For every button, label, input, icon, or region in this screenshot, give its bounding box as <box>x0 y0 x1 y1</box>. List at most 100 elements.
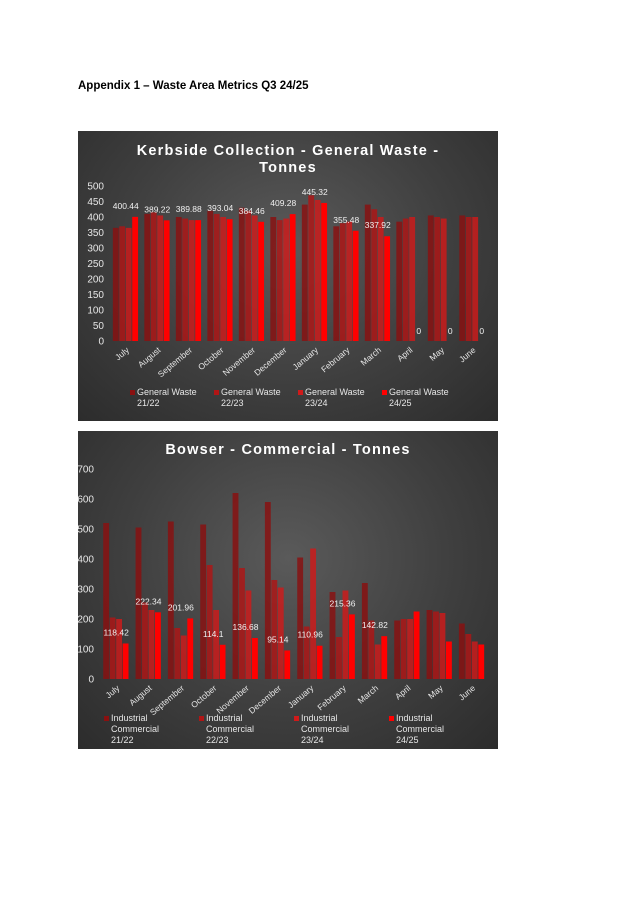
bowser-bar <box>368 620 375 679</box>
page-heading: Appendix 1 – Waste Area Metrics Q3 24/25 <box>78 80 309 92</box>
kerbside-bar <box>459 215 466 341</box>
bowser-legend-swatch <box>104 716 109 721</box>
bowser-bar <box>381 636 388 679</box>
bowser-bar <box>180 635 187 679</box>
bowser-bar <box>465 634 472 679</box>
kerbside-bar <box>352 230 359 341</box>
bowser-x-tick-label: December <box>247 683 284 716</box>
bowser-legend-label: Industrial Commercial 22/23 <box>206 713 286 746</box>
kerbside-legend-label-line: 24/25 <box>389 398 412 408</box>
bowser-data-label: 95.14 <box>267 634 289 644</box>
bowser-legend-label-line: 21/22 <box>111 735 134 745</box>
bowser-y-tick-label: 100 <box>78 645 94 656</box>
bowser-x-tick-label: February <box>315 682 348 712</box>
kerbside-y-tick-label: 150 <box>87 290 104 301</box>
bowser-legend-swatch <box>199 716 204 721</box>
bowser-data-label: 201.96 <box>168 602 194 612</box>
bowser-x-tick-label: June <box>457 683 478 703</box>
kerbside-bar <box>364 204 371 341</box>
bowser-legend-label-line: Industrial Commercial <box>396 713 445 734</box>
bowser-bar <box>310 548 317 679</box>
bowser-legend-label-line: 22/23 <box>206 735 229 745</box>
kerbside-bar <box>396 221 403 341</box>
kerbside-bar <box>238 207 245 341</box>
kerbside-bar <box>465 217 472 341</box>
kerbside-data-label: 0 <box>479 326 484 336</box>
kerbside-bar <box>251 215 258 341</box>
kerbside-x-tick-label: January <box>290 344 320 372</box>
bowser-data-label: 142.82 <box>362 620 388 630</box>
bowser-bar <box>445 641 452 679</box>
kerbside-data-label: 384.46 <box>239 206 265 216</box>
kerbside-legend-label-line: 23/24 <box>305 398 328 408</box>
kerbside-bar <box>427 215 434 341</box>
bowser-bar <box>400 619 407 679</box>
bowser-bar <box>316 645 323 679</box>
kerbside-y-tick-label: 250 <box>87 259 104 270</box>
bowser-legend-swatch <box>389 716 394 721</box>
bowser-chart-title: Bowser - Commercial - Tonnes <box>165 442 411 458</box>
bowser-x-tick-label: August <box>127 682 154 707</box>
kerbside-bar <box>308 195 315 341</box>
bowser-bar <box>200 524 207 679</box>
kerbside-data-label: 409.28 <box>270 198 296 208</box>
kerbside-bar <box>226 219 233 341</box>
bowser-x-tick-label: July <box>103 682 122 700</box>
kerbside-data-label: 0 <box>416 326 421 336</box>
kerbside-legend-label: General Waste 21/22 <box>137 387 217 409</box>
bowser-y-tick-label: 400 <box>78 555 94 566</box>
bowser-x-tick-label: March <box>356 683 381 706</box>
bowser-data-label: 110.96 <box>297 630 323 640</box>
bowser-data-label: 136.68 <box>233 622 259 632</box>
bowser-bar <box>348 614 355 679</box>
kerbside-bar <box>245 210 252 341</box>
bowser-x-tick-label: May <box>426 682 445 700</box>
bowser-bar <box>245 590 252 679</box>
kerbside-bar <box>207 210 214 341</box>
kerbside-bar <box>270 217 277 341</box>
kerbside-legend-label: General Waste 23/24 <box>305 387 385 409</box>
kerbside-bar <box>314 199 321 341</box>
bowser-bar <box>336 637 342 679</box>
kerbside-data-label: 389.88 <box>176 204 202 214</box>
kerbside-bar <box>182 218 189 341</box>
kerbside-bar <box>289 214 296 341</box>
kerbside-bar <box>434 217 441 341</box>
kerbside-bar <box>258 221 265 341</box>
bowser-chart: Bowser - Commercial - Tonnes 0 100 200 300 4… <box>78 431 498 749</box>
kerbside-x-tick-label: February <box>319 344 352 374</box>
kerbside-legend-label-line: General Waste <box>305 387 365 397</box>
kerbside-x-tick-label: April <box>395 345 415 364</box>
bowser-bar <box>471 641 478 679</box>
bowser-data-label: 215.36 <box>330 598 356 608</box>
bowser-bar <box>103 523 110 679</box>
bowser-bar <box>271 580 278 679</box>
bowser-y-tick-label: 700 <box>78 465 94 476</box>
kerbside-bar <box>339 223 346 341</box>
kerbside-legend-swatch <box>382 390 387 395</box>
kerbside-bar <box>346 221 353 341</box>
kerbside-legend-label: General Waste 24/25 <box>389 387 469 409</box>
bowser-bar <box>277 587 284 679</box>
bowser-bar <box>154 612 161 679</box>
bowser-bar <box>232 493 239 679</box>
kerbside-bar <box>371 209 378 341</box>
bowser-bar <box>148 610 155 679</box>
kerbside-legend-label-line: General Waste <box>221 387 281 397</box>
bowser-bar <box>239 568 245 679</box>
bowser-bar <box>361 583 368 679</box>
kerbside-chart-title-line2: Tonnes <box>259 160 317 176</box>
bowser-bar <box>374 644 381 679</box>
bowser-bar <box>142 602 148 679</box>
kerbside-data-label: 445.32 <box>302 187 328 197</box>
kerbside-x-tick-label: September <box>156 345 194 379</box>
kerbside-chart-title-line1: Kerbside Collection - General Waste - <box>136 143 440 159</box>
kerbside-bar <box>402 218 409 341</box>
kerbside-bar <box>321 202 328 341</box>
kerbside-y-tick-label: 500 <box>87 182 104 193</box>
bowser-legend-label-line: Industrial Commercial <box>111 713 160 734</box>
kerbside-bar <box>220 217 227 341</box>
kerbside-bar <box>283 218 290 341</box>
bowser-y-tick-label: 500 <box>78 525 94 536</box>
kerbside-bar <box>112 227 119 341</box>
